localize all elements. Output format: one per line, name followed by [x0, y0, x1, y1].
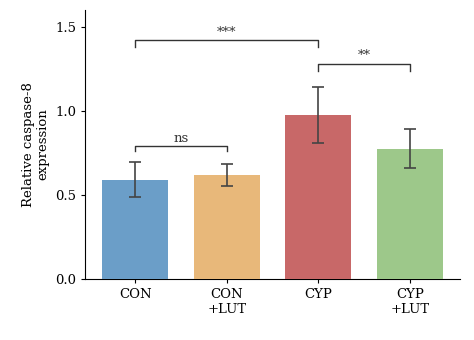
Y-axis label: Relative caspase-8
expression: Relative caspase-8 expression — [22, 82, 50, 207]
Text: **: ** — [357, 49, 371, 62]
Bar — [102, 180, 168, 279]
Bar — [377, 149, 443, 279]
Text: ns: ns — [173, 132, 189, 144]
Bar — [285, 115, 351, 279]
Bar — [194, 175, 260, 279]
Text: ***: *** — [217, 26, 237, 39]
